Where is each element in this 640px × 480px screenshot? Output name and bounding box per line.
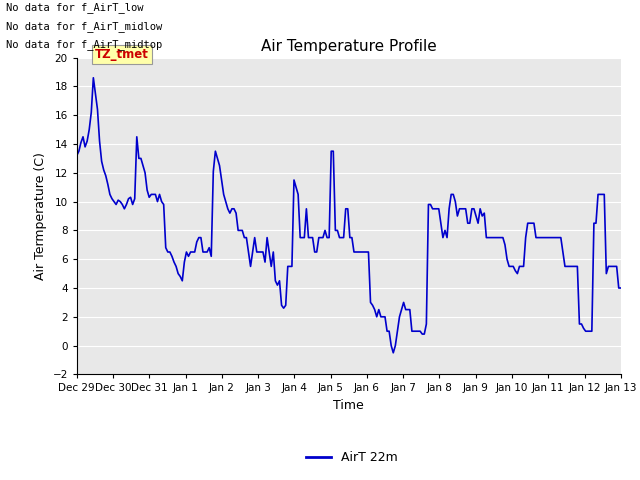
Legend: AirT 22m: AirT 22m [301,446,403,469]
Title: Air Temperature Profile: Air Temperature Profile [261,39,436,54]
X-axis label: Time: Time [333,399,364,412]
Text: TZ_tmet: TZ_tmet [95,48,149,60]
Text: No data for f_AirT_low: No data for f_AirT_low [6,2,144,13]
Y-axis label: Air Termperature (C): Air Termperature (C) [34,152,47,280]
Text: No data for f_AirT_midtop: No data for f_AirT_midtop [6,39,163,50]
Text: No data for f_AirT_midlow: No data for f_AirT_midlow [6,21,163,32]
